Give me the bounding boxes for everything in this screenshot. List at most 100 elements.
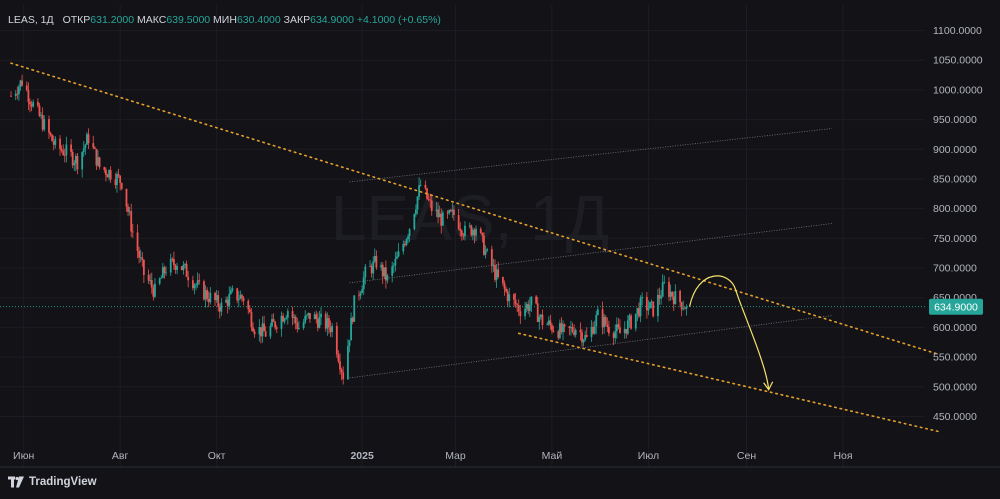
candle-body (275, 327, 278, 329)
candle-body (563, 324, 566, 327)
candle-body (490, 249, 493, 267)
candle-body (683, 308, 686, 310)
candle-body (14, 93, 17, 96)
close-label: ЗАКР (283, 14, 311, 26)
high-value: 639.5000 (166, 14, 211, 26)
time-tick-label: Сен (737, 450, 756, 462)
candle-body (407, 236, 409, 240)
last-price-value: 634.9000 (934, 301, 978, 313)
candle-body (438, 213, 441, 218)
candle-body (347, 346, 349, 380)
candle-body (161, 267, 164, 278)
candle-body (313, 314, 316, 320)
candle-body (228, 293, 231, 306)
candle-body (41, 115, 44, 130)
candle-body (604, 316, 607, 325)
candle-body (562, 324, 564, 333)
candle-body (125, 188, 128, 207)
price-tick-label: 800.0000 (933, 203, 977, 215)
candle-body (497, 269, 500, 277)
candle-body (294, 316, 297, 323)
candle-body (397, 251, 400, 257)
brand[interactable]: TradingView (8, 476, 97, 488)
candle-body (413, 214, 416, 230)
candle-body (460, 230, 463, 236)
candle-body (608, 326, 610, 334)
time-axis[interactable]: Июн Авг Окт 2025 Мар Май Июл Сен Ноя (13, 450, 853, 462)
candle-body (408, 229, 411, 237)
open-value: 631.2000 (90, 14, 135, 26)
candle-body (647, 308, 650, 311)
symbol-label[interactable]: LEAS, 1Д (8, 14, 54, 26)
candle-body (285, 317, 288, 319)
candle-body (508, 294, 511, 302)
candle-body (502, 276, 504, 284)
candle-body (473, 229, 476, 236)
candle-body (103, 167, 106, 170)
candle-body (250, 312, 253, 328)
candle-body (668, 281, 670, 297)
time-tick-label: Июл (638, 450, 659, 462)
price-axis[interactable]: 1100.0000 1050.0000 1000.0000 950.0000 900.0… (933, 25, 983, 423)
candle-body (441, 212, 444, 226)
price-tick-label: 700.0000 (933, 263, 977, 275)
candle-body (492, 265, 495, 267)
candle-body (59, 138, 61, 149)
candle-body (253, 331, 256, 335)
candle-body (307, 312, 310, 316)
candle-body (215, 295, 218, 301)
candle-body (119, 175, 122, 183)
candle-body (76, 155, 79, 170)
candle-body (84, 144, 87, 149)
candle-body (174, 265, 177, 270)
candle-body (623, 328, 626, 334)
candle-body (446, 212, 449, 214)
candle-body (424, 184, 427, 189)
candle-body (30, 104, 33, 107)
candle-body (672, 296, 675, 305)
candle-body (206, 290, 209, 299)
candle-body (358, 295, 360, 297)
candle-body (154, 283, 156, 297)
candle-body (552, 330, 555, 332)
parallel-channel-lines (349, 128, 832, 379)
candle-body (185, 263, 188, 277)
candle-body (187, 276, 190, 281)
candle-body (359, 293, 362, 296)
candle-body (209, 292, 212, 303)
candle-body (286, 311, 289, 318)
candle-body (218, 306, 221, 312)
candle-body (348, 340, 351, 347)
price-tick-label: 600.0000 (933, 322, 977, 334)
candle-body (60, 148, 63, 151)
candle-body (29, 102, 31, 105)
candle-body (242, 297, 245, 301)
candle-body (337, 354, 340, 362)
candle-body (108, 170, 110, 178)
candle-body (158, 278, 161, 284)
candle-body (514, 299, 517, 305)
candle-body (560, 323, 563, 333)
candle-body (263, 323, 265, 332)
candle-body (149, 279, 152, 281)
candle-body (169, 258, 172, 273)
candle-body (252, 327, 254, 332)
candle-body (517, 305, 520, 312)
price-tick-label: 750.0000 (933, 233, 977, 245)
candle-body (650, 301, 653, 303)
candle-body (593, 326, 596, 334)
low-label: МИН (213, 14, 237, 26)
candle-body (196, 280, 199, 285)
candle-body (49, 132, 52, 135)
candle-body (192, 280, 194, 289)
candle-body (513, 294, 515, 300)
candle-body (429, 199, 432, 201)
candle-body (416, 196, 419, 210)
candle-body (106, 174, 109, 178)
candle-body (582, 340, 585, 343)
candle-body (329, 327, 332, 333)
candle-body (237, 299, 240, 301)
candle-body (418, 185, 420, 197)
candle-body (639, 298, 642, 317)
